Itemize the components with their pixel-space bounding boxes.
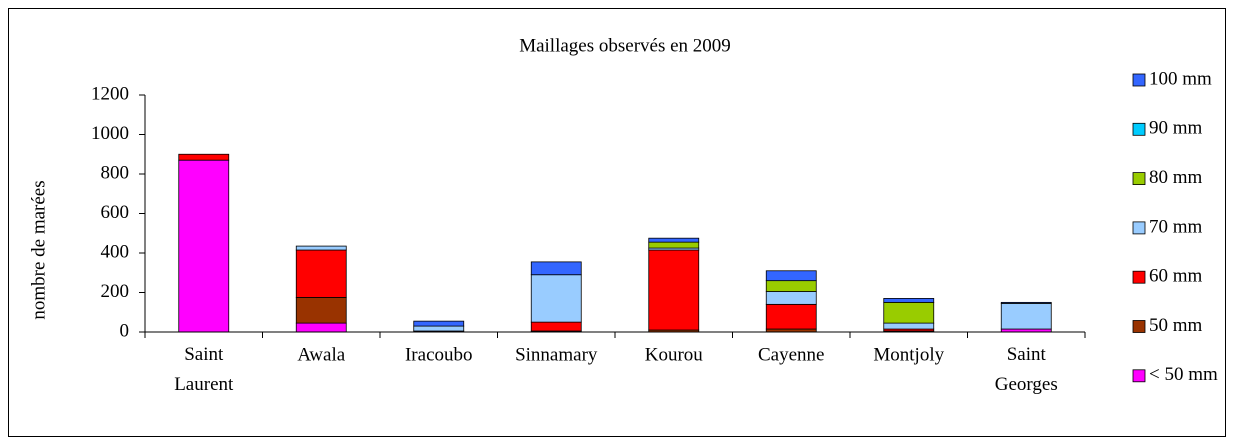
legend-swatch [1132,270,1146,284]
bar-segment [295,249,347,298]
bar-segment [530,321,582,332]
legend-label: < 50 mm [1149,364,1218,385]
bar-segment [765,270,817,282]
y-tick-label: 1000 [91,123,129,144]
legend-swatch [1132,221,1146,235]
legend-label: 50 mm [1149,315,1203,336]
y-tick-label: 200 [101,281,130,302]
y-tick-label: 1200 [91,83,129,104]
bar-segment [648,237,700,243]
legend-swatch [1132,369,1146,383]
legend-swatch [1132,172,1146,186]
y-label-clip: nombre de marées [28,180,49,319]
x-tick-label: Kourou [645,344,704,365]
legend-label: 90 mm [1149,118,1203,139]
bar-segment [530,261,582,276]
x-tick-label: Sinnamary [515,344,598,365]
legend-label: 80 mm [1149,167,1203,188]
legend-swatch [1132,320,1146,333]
y-tick-label: 600 [101,202,130,223]
y-axis-label: nombre de marées [28,180,49,319]
bar-segment [413,320,465,327]
legend-label: 100 mm [1149,68,1212,89]
x-tick-label-line: Laurent [174,374,234,395]
bar-segment [765,303,817,330]
x-tick-label: Saint Laurent [174,344,234,395]
y-tick-label: 800 [101,162,130,183]
y-tick-label: 0 [120,320,130,341]
x-tick-label: Awala [297,344,345,365]
bar-segment [178,153,230,161]
bar-segment [1000,301,1052,304]
bar-segment [648,249,700,331]
x-tick-label: Saint Georges [995,344,1058,395]
bar-segment [295,297,347,324]
legend-label: 60 mm [1149,266,1203,287]
bar-segment [178,159,230,333]
bar-segment [883,322,935,330]
x-tick-label: Cayenne [758,344,824,365]
bar-segment [413,325,465,332]
legend-swatch [1132,73,1146,87]
bar-segment [765,280,817,292]
x-tick-label: Montjoly [873,344,944,365]
chart-title: Maillages observés en 2009 [519,35,731,56]
legend-swatch [1132,122,1146,136]
legend-label: 70 mm [1149,216,1203,237]
bar-segment [1000,302,1052,330]
bar-segment [295,245,347,251]
bar-segment [883,298,935,303]
x-tick-label-line: Saint [1007,344,1047,365]
y-tick-label: 400 [101,241,130,262]
x-tick-label-line: Saint [184,344,224,365]
bar-segment [530,274,582,323]
bar-segment [765,291,817,305]
x-tick-label-line: Georges [995,374,1058,395]
bar-segment [295,322,347,333]
bar-segment [648,241,700,249]
bar-segment [883,301,935,324]
x-tick-label: Iracoubo [405,344,473,365]
